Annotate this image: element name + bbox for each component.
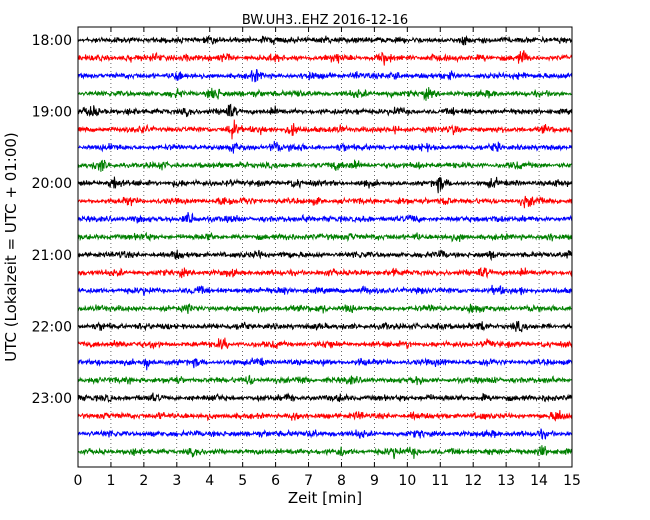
- x-tick-label: 15: [563, 473, 581, 489]
- x-axis-ticks: 0 1 2 3 4 5 6 7 8 9 10 11 12 13 14 15: [74, 27, 581, 489]
- x-tick-label: 8: [337, 473, 346, 489]
- trace-2130: [77, 284, 573, 297]
- trace-2330: [77, 428, 573, 440]
- trace-2100: [77, 249, 573, 262]
- trace-2045: [77, 231, 573, 243]
- x-tick-label: 0: [74, 473, 83, 489]
- chart-title: BW.UH3..EHZ 2016-12-16: [242, 13, 408, 28]
- x-tick-label: 6: [271, 473, 280, 489]
- x-tick-label: 7: [304, 473, 313, 489]
- trace-1915: [77, 119, 573, 140]
- x-tick-label: 12: [464, 473, 482, 489]
- y-tick-label: 19:00: [32, 105, 72, 121]
- y-axis-ticks: 18:00 19:00 20:00 21:00 22:00 23:00: [32, 33, 572, 407]
- trace-2315: [77, 410, 573, 422]
- trace-2200: [77, 320, 573, 333]
- x-tick-label: 14: [530, 473, 548, 489]
- trace-2245: [77, 374, 572, 386]
- x-tick-label: 2: [139, 473, 148, 489]
- x-tick-label: 9: [370, 473, 379, 489]
- x-tick-label: 5: [238, 473, 247, 489]
- trace-2145: [77, 302, 573, 315]
- trace-1845: [77, 87, 573, 101]
- trace-2115: [77, 266, 573, 279]
- x-axis-label: Zeit [min]: [288, 489, 362, 507]
- y-axis-label: UTC (Lokalzeit = UTC + 01:00): [2, 132, 20, 362]
- trace-2000: [77, 176, 573, 194]
- trace-1830: [77, 68, 573, 83]
- trace-1900: [77, 103, 573, 118]
- trace-2030: [77, 211, 573, 224]
- y-tick-label: 18:00: [32, 33, 72, 49]
- trace-2215: [77, 337, 573, 350]
- trace-1815: [77, 50, 573, 66]
- trace-1945: [77, 159, 573, 172]
- trace-1930: [77, 140, 573, 154]
- x-tick-label: 3: [172, 473, 181, 489]
- x-tick-label: 4: [205, 473, 214, 489]
- y-tick-label: 23:00: [32, 391, 72, 407]
- y-tick-label: 21:00: [32, 248, 72, 264]
- vertical-grid: [110, 27, 540, 467]
- trace-2230: [77, 357, 573, 371]
- plot-frame: [77, 26, 573, 468]
- trace-2300: [77, 392, 573, 403]
- x-tick-label: 10: [398, 473, 416, 489]
- x-tick-label: 1: [106, 473, 115, 489]
- trace-1800: [77, 35, 573, 46]
- y-tick-label: 22:00: [32, 319, 72, 335]
- y-tick-label: 20:00: [32, 176, 72, 192]
- trace-2015: [77, 195, 573, 209]
- trace-group: [77, 35, 573, 460]
- x-tick-label: 13: [497, 473, 515, 489]
- x-tick-label: 11: [431, 473, 449, 489]
- trace-2345: [77, 445, 573, 460]
